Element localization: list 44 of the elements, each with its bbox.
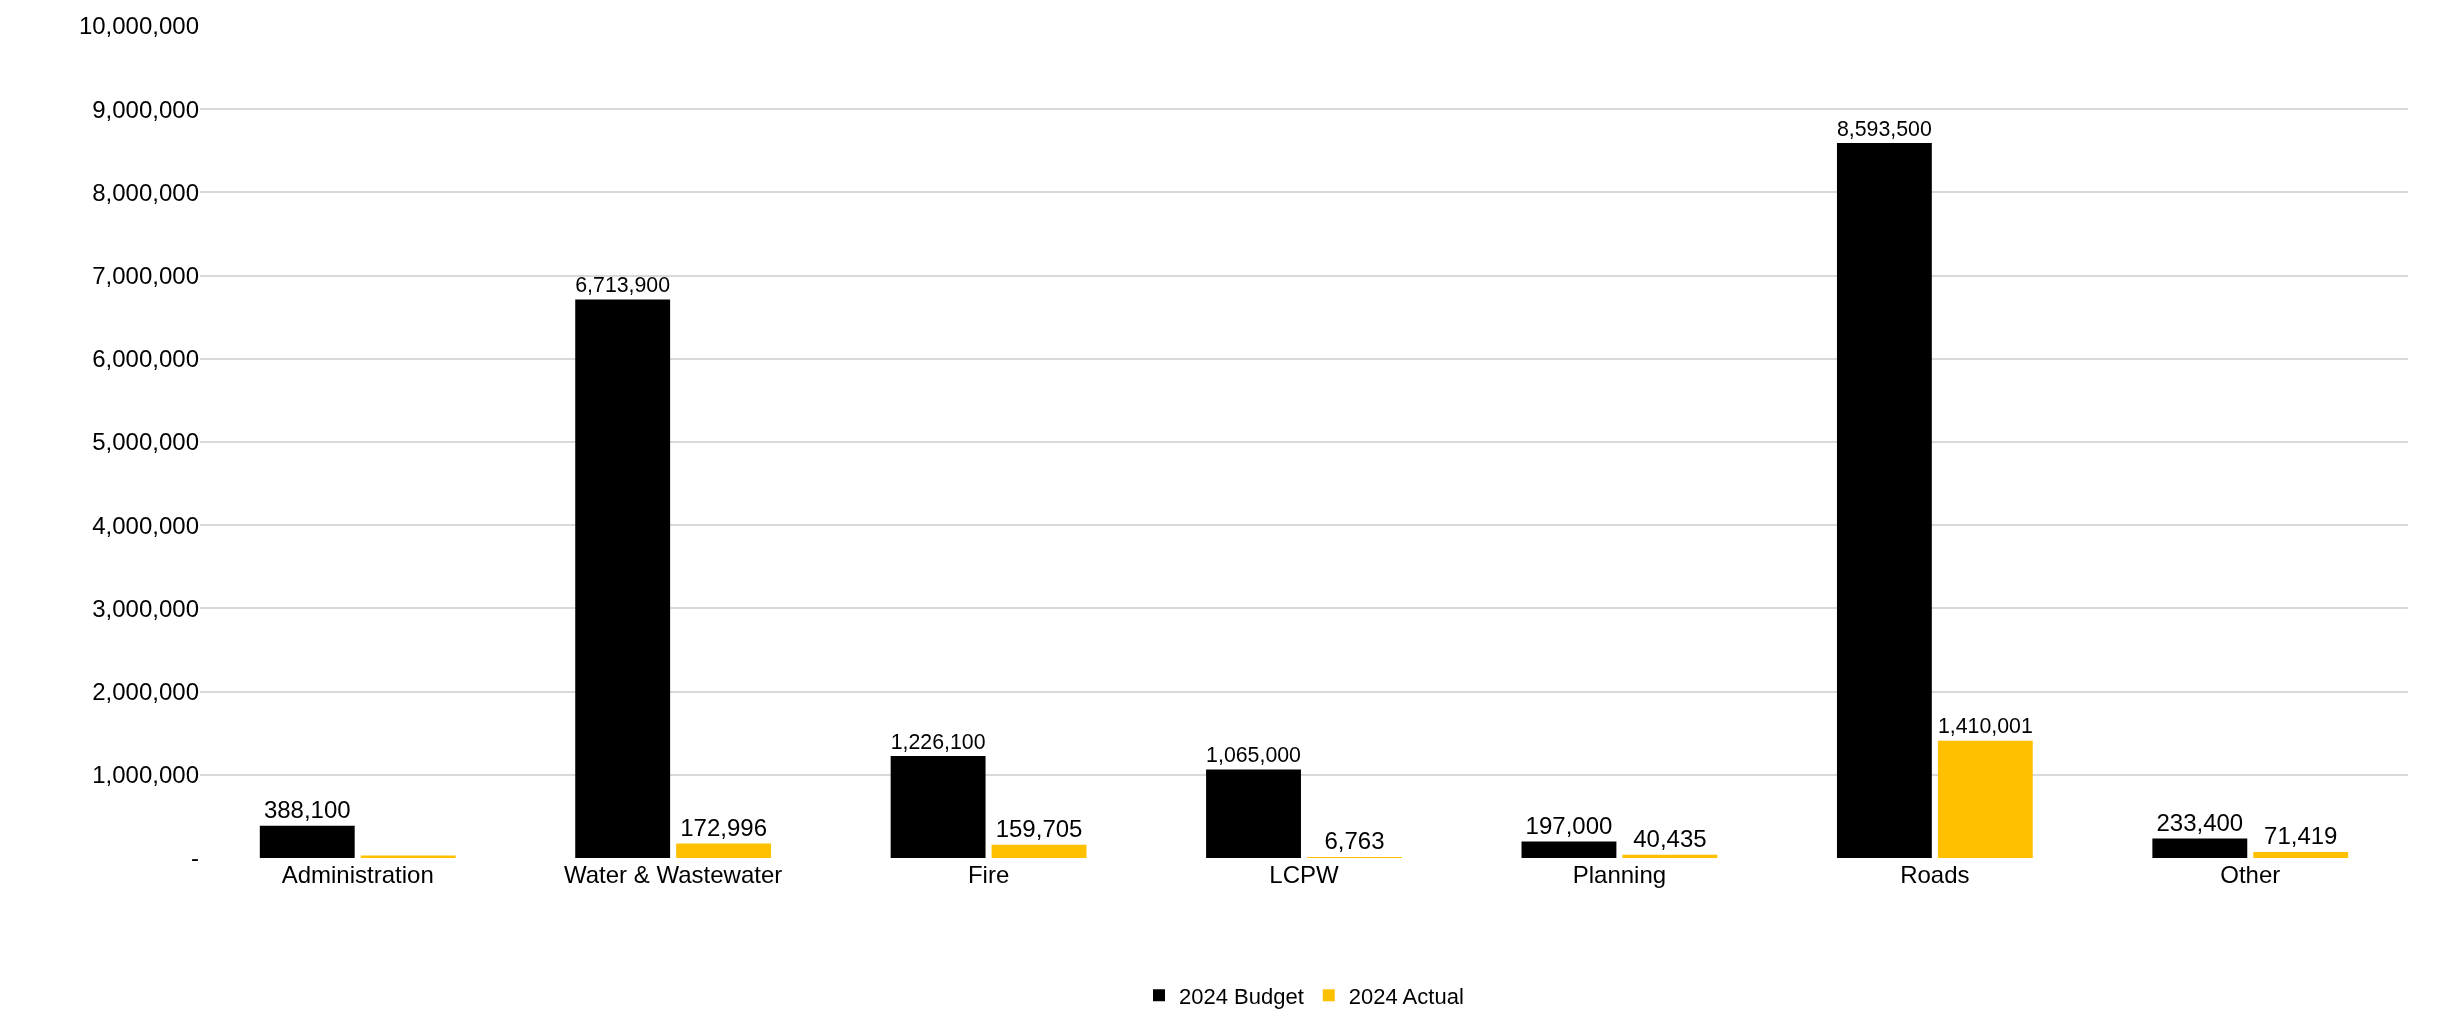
x-tick-label: Roads <box>1900 861 1970 888</box>
bar <box>991 844 1087 858</box>
x-tick-label: Water & Wastewater <box>564 861 783 888</box>
bar <box>890 755 986 858</box>
data-label: 71,419 <box>2264 822 2338 850</box>
y-tick-label: 6,000,000 <box>92 345 199 373</box>
x-tick-label: Fire <box>967 861 1010 888</box>
y-tick-label: 7,000,000 <box>92 262 199 289</box>
data-label: 1,065,000 <box>1206 742 1302 767</box>
bar <box>1937 740 2033 858</box>
legend-label: 2024 Actual <box>1348 983 1464 1009</box>
data-label: 40,435 <box>1633 824 1707 852</box>
bar <box>1836 143 1932 858</box>
y-tick-label: 4,000,000 <box>92 511 199 539</box>
data-label: 8,593,500 <box>1836 116 1932 141</box>
data-label: 1,226,100 <box>890 729 986 754</box>
x-tick-label: Other <box>2220 861 2281 888</box>
bar <box>1206 769 1301 858</box>
data-label: 233,400 <box>2156 808 2244 836</box>
y-tick-label: 9,000,000 <box>92 95 199 123</box>
x-tick-label: Planning <box>1572 861 1667 888</box>
y-tick-label: 5,000,000 <box>92 428 199 456</box>
y-tick-label: 8,000,000 <box>92 178 199 206</box>
data-label: 6,713,900 <box>575 272 671 297</box>
data-label: 197,000 <box>1525 811 1613 839</box>
y-tick-label: - <box>191 844 199 872</box>
y-tick-label: 3,000,000 <box>92 594 199 622</box>
data-label: 6,763 <box>1324 827 1385 854</box>
data-label: 172,996 <box>680 813 767 841</box>
bar <box>2152 838 2248 858</box>
y-tick-label: 10,000,000 <box>78 12 199 40</box>
bar <box>575 299 671 858</box>
bar <box>1521 841 1617 858</box>
bar <box>2253 852 2349 858</box>
y-tick-label: 2,000,000 <box>92 678 199 705</box>
x-tick-label: LCPW <box>1269 861 1340 888</box>
data-label: 159,705 <box>995 814 1083 842</box>
y-tick-label: 1,000,000 <box>92 761 199 789</box>
bar <box>259 825 355 858</box>
bar <box>676 843 772 858</box>
data-label: 388,100 <box>263 795 351 823</box>
legend-label: 2024 Budget <box>1179 983 1304 1009</box>
x-tick-label: Administration <box>281 861 434 888</box>
data-label: 1,410,001 <box>1937 714 2033 739</box>
